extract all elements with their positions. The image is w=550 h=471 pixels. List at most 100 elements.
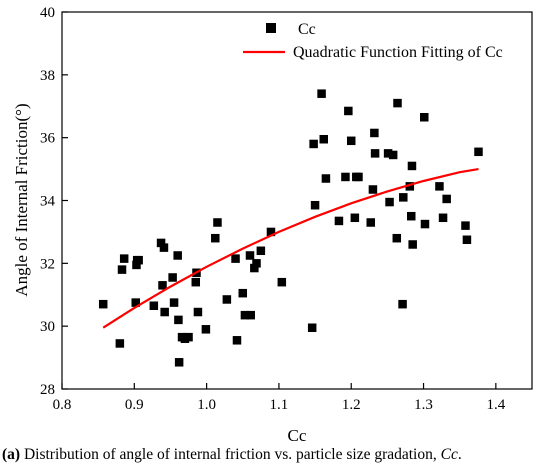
data-point (256, 246, 266, 256)
data-point (321, 174, 331, 183)
plot-area (61, 11, 533, 390)
data-point (388, 150, 398, 160)
data-point (461, 221, 470, 230)
y-axis-title: Angle of Internal Friction(°) (12, 103, 31, 296)
data-point (222, 295, 232, 304)
data-point (392, 233, 402, 243)
data-point (193, 307, 203, 317)
data-point (405, 182, 415, 191)
figure-caption: (a) Distribution of angle of internal fr… (2, 446, 548, 464)
fit-line (102, 168, 479, 329)
data-point (134, 255, 143, 265)
data-point (420, 112, 429, 122)
data-point (117, 265, 127, 274)
x-tick-label: 1.2 (342, 397, 361, 413)
x-axis-title: Cc (288, 426, 307, 445)
data-point (115, 339, 125, 348)
data-point (370, 128, 379, 138)
legend: Cc Quadratic Function Fitting of Cc (243, 21, 503, 61)
y-tick-label: 38 (40, 68, 55, 84)
x-tick-label: 1.4 (486, 397, 505, 413)
data-point (213, 218, 222, 227)
y-tick-label: 28 (40, 382, 55, 398)
data-point (319, 134, 329, 144)
data-point (368, 185, 378, 194)
data-point (370, 149, 380, 158)
legend-label-cc: Cc (298, 21, 316, 38)
data-point (159, 243, 169, 252)
data-point (393, 98, 402, 108)
data-point (174, 315, 183, 325)
data-point (309, 139, 318, 149)
data-point (442, 194, 451, 204)
data-point (246, 310, 255, 320)
data-point (420, 219, 430, 229)
data-point (158, 281, 167, 290)
data-point (344, 106, 353, 116)
data-point (132, 260, 141, 270)
data-point (131, 298, 141, 307)
data-point (307, 323, 317, 332)
data-point (231, 254, 240, 263)
data-point (438, 213, 448, 223)
y-tick-label: 40 (40, 5, 55, 21)
data-point (184, 332, 193, 342)
data-point (399, 193, 408, 202)
data-point (98, 299, 108, 309)
caption-label: (a) (2, 446, 21, 463)
data-point (474, 147, 483, 157)
x-tick-label: 0.9 (125, 397, 144, 413)
x-axis: 0.8 0.9 1.0 1.1 1.2 1.3 1.4 (53, 383, 506, 413)
data-point (354, 172, 363, 182)
data-point (245, 251, 255, 260)
data-point (160, 307, 169, 317)
data-point (385, 197, 394, 207)
data-point (407, 161, 417, 171)
data-point (240, 310, 250, 320)
x-tick-label: 1.3 (414, 397, 433, 413)
data-point (173, 251, 182, 260)
data-point (168, 273, 177, 282)
caption-text: Distribution of angle of internal fricti… (20, 446, 441, 463)
data-point (149, 301, 159, 310)
scatter-chart: 0.8 0.9 1.0 1.1 1.2 1.3 1.4 28 30 32 34 36 38 40 Cc … (12, 5, 533, 445)
caption-variable: Cc (440, 446, 458, 463)
data-point (406, 211, 416, 221)
data-point (310, 200, 320, 210)
data-point (156, 238, 166, 248)
y-tick-label: 30 (40, 319, 55, 335)
data-point (435, 182, 444, 191)
data-point (191, 277, 201, 287)
data-point (119, 254, 129, 263)
data-point (341, 172, 350, 182)
scatter-series-cc (98, 89, 483, 367)
legend-label-fit: Quadratic Function Fitting of Cc (293, 44, 503, 61)
x-tick-label: 1.0 (197, 397, 216, 413)
data-point (383, 149, 393, 158)
data-point (250, 263, 259, 273)
data-point (169, 298, 179, 307)
y-tick-label: 36 (40, 131, 56, 147)
data-point (317, 89, 326, 98)
data-point (238, 288, 248, 298)
data-point (201, 325, 211, 334)
x-tick-label: 1.1 (270, 397, 289, 413)
y-axis: 28 30 32 34 36 38 40 (40, 5, 68, 398)
data-point (211, 233, 220, 243)
x-tick-label: 0.8 (53, 397, 72, 413)
data-point (408, 240, 417, 249)
data-point (266, 227, 276, 237)
data-point (252, 259, 261, 268)
data-point (462, 235, 472, 245)
legend-marker-square (266, 23, 276, 33)
data-point (334, 216, 344, 226)
y-tick-label: 34 (40, 194, 56, 210)
data-point (350, 213, 360, 223)
data-point (398, 299, 407, 309)
data-point (277, 277, 287, 287)
data-point (232, 336, 242, 345)
y-tick-label: 32 (40, 256, 55, 272)
data-point (366, 218, 376, 227)
caption-end: . (457, 446, 462, 463)
data-point (174, 358, 184, 367)
